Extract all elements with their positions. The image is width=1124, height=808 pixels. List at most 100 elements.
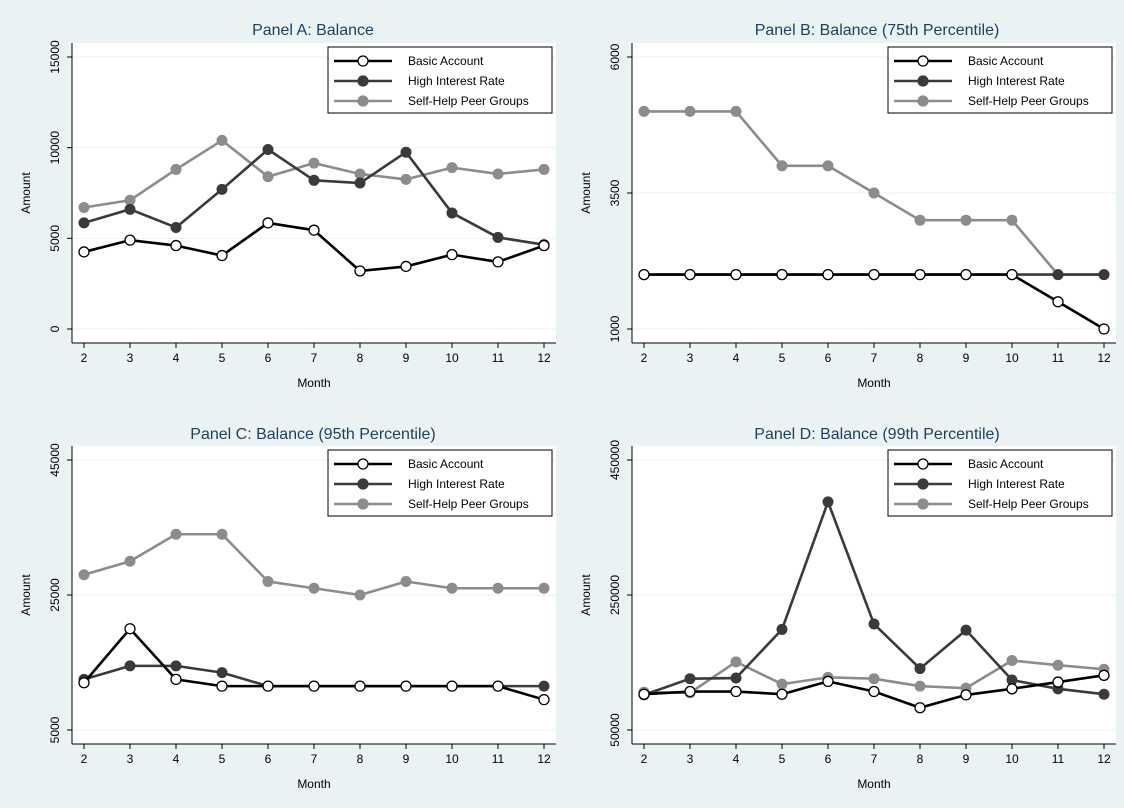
legend-marker bbox=[357, 95, 369, 107]
x-tick-label: 11 bbox=[492, 351, 505, 365]
legend-marker bbox=[357, 478, 369, 490]
data-point bbox=[684, 105, 696, 117]
x-axis-label: Month bbox=[857, 777, 890, 791]
data-point bbox=[914, 680, 926, 692]
legend-label: Basic Account bbox=[408, 54, 484, 68]
legend-label: Self-Help Peer Groups bbox=[968, 497, 1089, 511]
data-point bbox=[538, 680, 550, 692]
x-tick-label: 5 bbox=[779, 351, 786, 365]
data-point bbox=[78, 246, 90, 258]
data-point bbox=[1098, 269, 1110, 281]
data-point bbox=[960, 214, 972, 226]
x-tick-label: 12 bbox=[537, 351, 551, 365]
data-point bbox=[638, 105, 650, 117]
legend-marker bbox=[357, 458, 369, 470]
x-tick-label: 2 bbox=[81, 752, 88, 766]
data-point bbox=[124, 555, 136, 567]
y-axis-label: Amount bbox=[19, 172, 33, 214]
x-tick-label: 12 bbox=[1097, 351, 1111, 365]
y-tick-label: 15000 bbox=[48, 40, 62, 74]
data-point bbox=[776, 688, 788, 700]
y-tick-label: 0 bbox=[48, 325, 62, 332]
x-tick-label: 11 bbox=[1052, 752, 1065, 766]
x-tick-label: 9 bbox=[403, 752, 410, 766]
data-point bbox=[446, 162, 458, 174]
data-point bbox=[354, 177, 366, 189]
data-point bbox=[308, 582, 320, 594]
data-point bbox=[400, 173, 412, 185]
data-point bbox=[354, 680, 366, 692]
data-point bbox=[1006, 268, 1018, 281]
x-tick-label: 8 bbox=[917, 752, 924, 766]
data-point bbox=[308, 680, 320, 692]
data-point bbox=[124, 203, 136, 215]
data-point bbox=[960, 624, 972, 636]
data-point bbox=[638, 268, 650, 281]
data-point bbox=[262, 143, 274, 155]
x-tick-label: 7 bbox=[311, 351, 318, 365]
legend-marker bbox=[357, 55, 369, 67]
legend-label: Self-Help Peer Groups bbox=[408, 94, 529, 108]
x-axis-label: Month bbox=[857, 376, 890, 390]
legend-marker bbox=[357, 75, 369, 87]
panel-title: Panel C: Balance (95th Percentile) bbox=[190, 426, 435, 443]
data-point bbox=[914, 702, 926, 714]
panel-a: 2 3 4 5 6 7 8 9 10 11 12 0 5000 10000 15000 Panel A: Ba… bbox=[19, 22, 556, 390]
legend: Basic Account High Interest Rate Self-Help… bbox=[327, 46, 553, 114]
legend-label: High Interest Rate bbox=[968, 477, 1065, 491]
y-tick-label: 10000 bbox=[48, 131, 62, 165]
legend-marker bbox=[917, 478, 929, 490]
x-tick-label: 11 bbox=[492, 752, 505, 766]
data-point bbox=[124, 660, 136, 672]
x-tick-label: 8 bbox=[917, 351, 924, 365]
legend-marker bbox=[357, 498, 369, 510]
y-tick-label: 3500 bbox=[608, 179, 622, 206]
legend-label: High Interest Rate bbox=[408, 74, 505, 88]
data-point bbox=[124, 234, 136, 246]
data-point bbox=[638, 688, 650, 700]
data-point bbox=[446, 249, 458, 261]
data-point bbox=[1098, 323, 1110, 335]
legend-marker bbox=[917, 95, 929, 107]
x-tick-label: 4 bbox=[173, 752, 180, 766]
data-point bbox=[730, 105, 742, 117]
x-tick-label: 6 bbox=[265, 752, 272, 766]
y-tick-label: 5000 bbox=[48, 225, 62, 252]
data-point bbox=[684, 673, 696, 685]
data-point bbox=[730, 672, 742, 684]
data-point bbox=[776, 623, 788, 635]
x-tick-label: 9 bbox=[963, 752, 970, 766]
x-tick-label: 3 bbox=[687, 752, 694, 766]
data-point bbox=[776, 160, 788, 172]
data-point bbox=[170, 239, 182, 252]
panel-title: Panel A: Balance bbox=[252, 22, 374, 39]
data-point bbox=[960, 689, 972, 701]
x-tick-label: 12 bbox=[1097, 752, 1111, 766]
data-point bbox=[354, 168, 366, 180]
data-point bbox=[1052, 296, 1064, 308]
y-tick-label: 6000 bbox=[608, 43, 622, 70]
data-point bbox=[492, 168, 504, 180]
data-point bbox=[262, 576, 274, 587]
data-point bbox=[78, 202, 90, 214]
data-point bbox=[446, 207, 458, 219]
data-point bbox=[124, 623, 136, 635]
legend-label: Self-Help Peer Groups bbox=[968, 94, 1089, 108]
data-point bbox=[216, 183, 228, 195]
data-point bbox=[538, 693, 550, 706]
data-point bbox=[868, 673, 880, 685]
data-point bbox=[400, 576, 412, 587]
data-point bbox=[400, 680, 412, 692]
legend-label: High Interest Rate bbox=[968, 74, 1065, 88]
panel-c: 2 3 4 5 6 7 8 9 10 11 12 5000 25000 45000 Panel C: Bal… bbox=[19, 426, 556, 791]
data-point bbox=[730, 685, 742, 698]
y-tick-label: 50000 bbox=[608, 713, 622, 747]
data-point bbox=[492, 680, 504, 692]
x-tick-label: 3 bbox=[127, 351, 134, 365]
x-tick-label: 3 bbox=[127, 752, 134, 766]
data-point bbox=[262, 171, 274, 183]
x-tick-label: 2 bbox=[641, 752, 648, 766]
data-point bbox=[822, 496, 834, 508]
data-point bbox=[730, 656, 742, 668]
data-point bbox=[446, 680, 458, 692]
